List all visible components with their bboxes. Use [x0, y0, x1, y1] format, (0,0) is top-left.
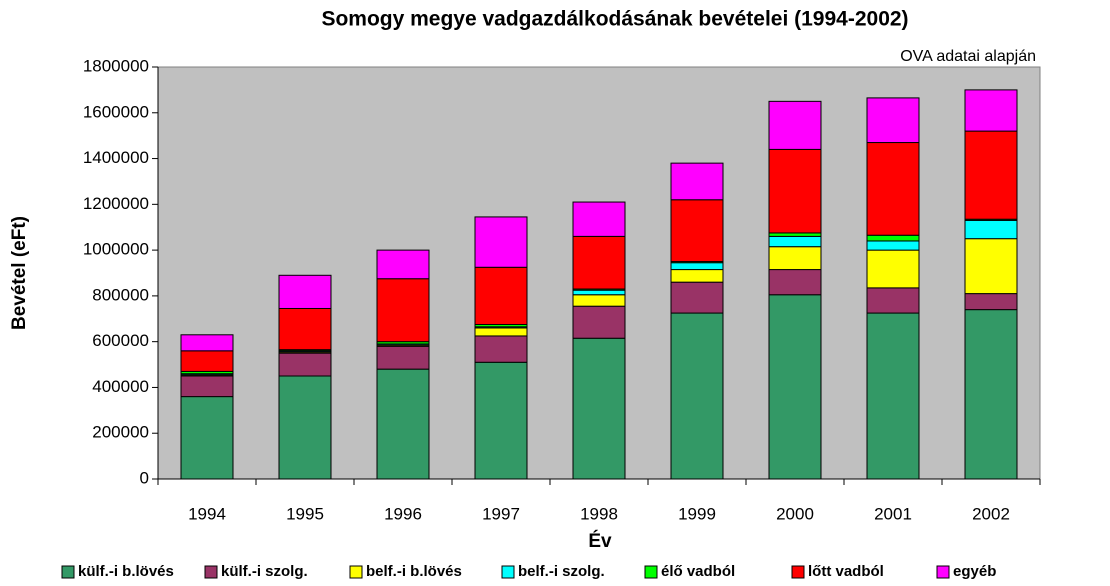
bar-segment — [278, 375, 332, 480]
bar-segment — [670, 269, 724, 283]
x-tick-label: 2002 — [972, 504, 1010, 523]
bar-segment — [572, 294, 626, 307]
x-axis-label: Év — [588, 530, 612, 552]
y-tick-label: 600000 — [92, 331, 149, 350]
y-tick-label: 1800000 — [83, 56, 149, 75]
legend-swatch — [204, 565, 218, 579]
bar-segment — [768, 100, 822, 150]
bar-segment — [670, 199, 724, 263]
bar-segment — [278, 307, 332, 351]
bar-segment — [180, 396, 234, 480]
bar-segment — [180, 350, 234, 372]
bar-segment — [376, 278, 430, 343]
bar-segment — [572, 289, 626, 296]
bar-segment — [474, 216, 528, 268]
y-axis-label: Bevétel (eFt) — [9, 216, 30, 330]
legend-label: élő vadból — [661, 563, 735, 580]
y-tick-label: 1000000 — [83, 240, 149, 259]
x-tick-label: 1995 — [286, 504, 324, 523]
legend-swatch — [936, 565, 950, 579]
bar-segment — [572, 305, 626, 339]
bar-segment — [768, 294, 822, 480]
bar-segment — [964, 238, 1018, 295]
bar-segment — [768, 148, 822, 234]
y-tick-label: 200000 — [92, 423, 149, 442]
legend-swatch — [644, 565, 658, 579]
annotation: OVA adatai alapján — [900, 48, 1036, 65]
y-tick-label: 400000 — [92, 377, 149, 396]
bar-segment — [572, 201, 626, 237]
bar-segment — [474, 335, 528, 363]
x-tick-label: 2000 — [776, 504, 814, 523]
bar-segment — [572, 337, 626, 480]
x-tick-label: 2001 — [874, 504, 912, 523]
legend-swatch — [61, 565, 75, 579]
bar-segment — [670, 312, 724, 480]
bar-segment — [376, 368, 430, 480]
legend-swatch — [791, 565, 805, 579]
bar-segment — [670, 262, 724, 271]
x-tick-label: 1996 — [384, 504, 422, 523]
y-tick-label: 1400000 — [83, 148, 149, 167]
bar-segment — [180, 334, 234, 352]
bar-segment — [768, 269, 822, 296]
legend-label: egyéb — [953, 563, 996, 580]
bar-segment — [964, 89, 1018, 132]
y-tick-label: 0 — [140, 468, 149, 487]
legend-swatch — [501, 565, 515, 579]
y-tick-label: 1200000 — [83, 194, 149, 213]
legend-label: külf.-i b.lövés — [78, 563, 174, 580]
bar-segment — [768, 235, 822, 248]
bar-segment — [768, 232, 822, 237]
bar-segment — [866, 240, 920, 251]
bar-segment — [278, 352, 332, 377]
legend-swatch — [349, 565, 363, 579]
y-tick-label: 1600000 — [83, 102, 149, 121]
y-tick-label: 800000 — [92, 285, 149, 304]
x-tick-label: 1997 — [482, 504, 520, 523]
bar-segment — [866, 234, 920, 242]
bar-segment — [474, 361, 528, 480]
bar-segment — [670, 281, 724, 314]
x-tick-label: 1998 — [580, 504, 618, 523]
bar-segment — [964, 293, 1018, 311]
bar-segment — [964, 130, 1018, 220]
bar-segment — [768, 246, 822, 271]
x-tick-label: 1999 — [678, 504, 716, 523]
bar-segment — [866, 249, 920, 289]
bar-segment — [474, 327, 528, 337]
bar-segment — [474, 266, 528, 325]
legend-label: belf.-i szolg. — [518, 563, 605, 580]
legend-label: belf.-i b.lövés — [366, 563, 462, 580]
bar-segment — [278, 274, 332, 309]
bar-segment — [376, 345, 430, 370]
bar-segment — [866, 312, 920, 480]
bar-segment — [572, 235, 626, 290]
bar-segment — [866, 97, 920, 144]
bar-segment — [866, 287, 920, 314]
legend-label: lőtt vadból — [808, 563, 884, 580]
bar-segment — [180, 375, 234, 398]
chart-title: Somogy megye vadgazdálkodásának bevétele… — [321, 8, 908, 31]
x-tick-label: 1994 — [188, 504, 226, 523]
bar-segment — [964, 309, 1018, 480]
bar-segment — [866, 142, 920, 236]
bar-segment — [670, 162, 724, 201]
legend-label: külf.-i szolg. — [221, 563, 308, 580]
bar-segment — [964, 219, 1018, 240]
bar-segment — [376, 249, 430, 280]
